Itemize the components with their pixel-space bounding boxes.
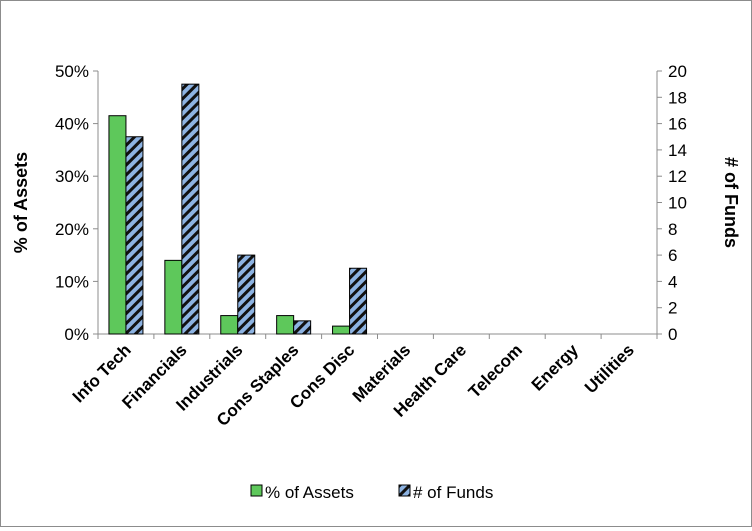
- x-tick-label: Energy: [528, 340, 583, 395]
- y-tick-left-label: 10%: [55, 272, 89, 291]
- y-tick-right-label: 2: [668, 299, 677, 318]
- y-tick-right-label: 4: [668, 272, 677, 291]
- legend-label-num-funds: # of Funds: [413, 483, 493, 502]
- y-tick-left-label: 20%: [55, 220, 89, 239]
- y-tick-left-label: 0%: [64, 325, 89, 344]
- bar-num-funds: [237, 254, 256, 335]
- y-tick-right-label: 12: [668, 167, 687, 186]
- y-tick-right-label: 10: [668, 194, 687, 213]
- y-axis-left-title: % of Assets: [11, 152, 31, 253]
- y-tick-left-label: 40%: [55, 115, 89, 134]
- y-tick-right-label: 0: [668, 325, 677, 344]
- bars-group: [108, 83, 368, 335]
- legend-swatch-num-funds: [398, 484, 411, 497]
- y-tick-right-label: 8: [668, 220, 677, 239]
- legend-label-pct-assets: % of Assets: [265, 483, 354, 502]
- x-tick-label: Telecom: [465, 340, 526, 401]
- y-tick-right-label: 18: [668, 88, 687, 107]
- y-tick-right-label: 20: [668, 62, 687, 81]
- y-tick-left-label: 50%: [55, 62, 89, 81]
- bar-pct-assets: [164, 259, 183, 335]
- y-tick-right-label: 16: [668, 115, 687, 134]
- x-tick-label: Utilities: [581, 340, 638, 397]
- y-tick-right-label: 14: [668, 141, 687, 160]
- y-tick-left-label: 30%: [55, 167, 89, 186]
- y-axis-right-title: # of Funds: [721, 157, 741, 248]
- bar-pct-assets: [332, 325, 351, 335]
- y-tick-right-label: 6: [668, 246, 677, 265]
- legend: % of Assets # of Funds: [250, 483, 493, 502]
- bar-pct-assets: [276, 315, 295, 335]
- legend-swatch-pct-assets: [250, 484, 263, 497]
- bar-num-funds: [125, 136, 144, 335]
- bar-num-funds: [293, 320, 312, 335]
- bar-pct-assets: [108, 115, 127, 335]
- bar-num-funds: [349, 267, 368, 335]
- bar-pct-assets: [220, 315, 239, 335]
- bar-num-funds: [181, 83, 200, 335]
